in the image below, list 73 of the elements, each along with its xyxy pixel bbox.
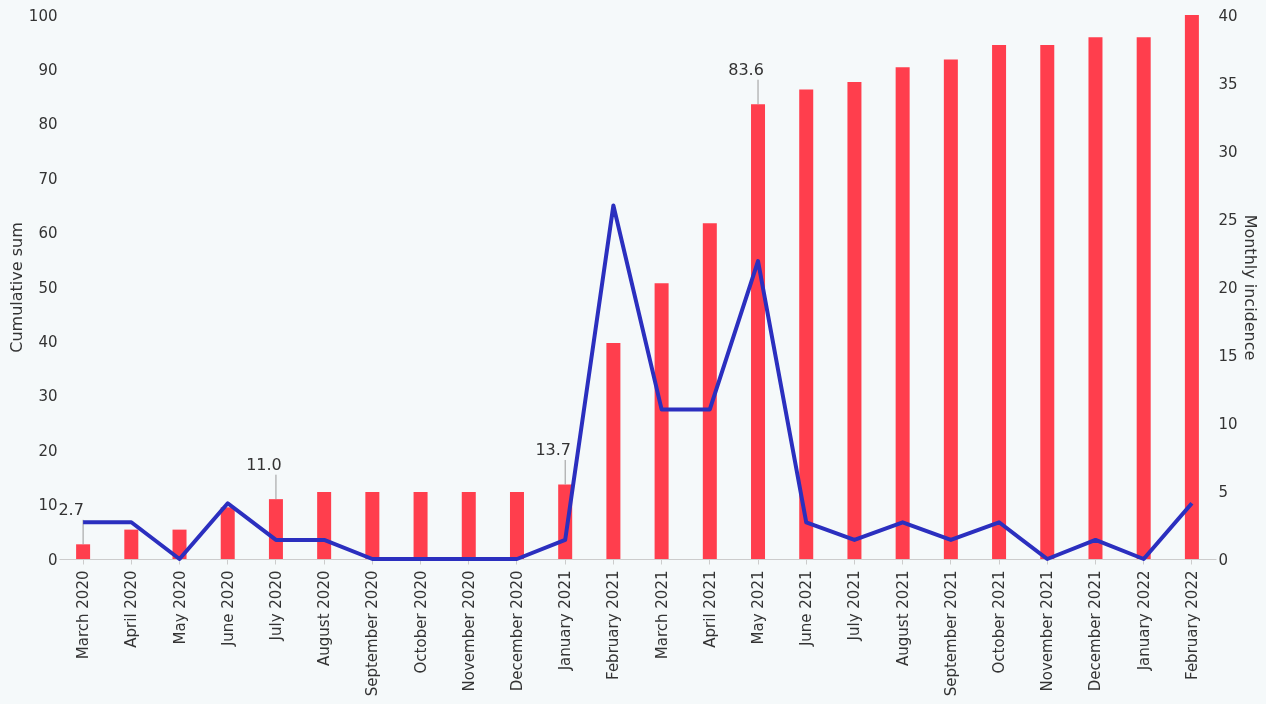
x-tick-label: February 2022 (1182, 570, 1201, 680)
x-tick-label: January 2021 (556, 570, 575, 672)
y-tick-label: 10 (38, 496, 58, 515)
x-tick-label: December 2020 (507, 570, 526, 692)
line-series (81, 203, 1194, 561)
bar (654, 283, 669, 559)
x-tick-label: April 2020 (122, 570, 141, 648)
y-tick-label: 60 (38, 224, 58, 243)
bar (1088, 37, 1103, 559)
bar (847, 81, 862, 559)
y2-tick-label: 20 (1218, 278, 1238, 297)
bar (799, 89, 814, 559)
y2-tick-label: 40 (1218, 6, 1238, 25)
x-tick-label: February 2021 (604, 570, 623, 680)
y2-axis-title: Monthly incidence (1240, 214, 1260, 361)
bar (509, 492, 524, 559)
bar (461, 492, 476, 559)
bar (365, 492, 380, 559)
bar (220, 507, 235, 559)
x-tick-label: August 2020 (315, 570, 334, 666)
bar (413, 492, 428, 559)
bar (1040, 44, 1055, 559)
x-tick-label: August 2021 (893, 570, 912, 666)
y-tick-label: 0 (47, 550, 58, 569)
x-tick-label: March 2020 (74, 570, 93, 660)
y-tick-label: 20 (38, 441, 58, 460)
x-tick-label: July 2020 (266, 570, 285, 642)
y-tick-label: 30 (38, 387, 58, 406)
bar (1184, 15, 1199, 559)
bar (702, 223, 717, 559)
x-tick-label: January 2022 (1134, 570, 1153, 672)
x-tick-label: September 2021 (941, 570, 960, 697)
x-tick-label: July 2021 (845, 570, 864, 642)
bar (895, 67, 910, 559)
y2-tick-label: 15 (1218, 346, 1238, 365)
bar (992, 44, 1007, 559)
bar (268, 499, 283, 559)
x-tick-label: December 2021 (1086, 570, 1105, 692)
data-label: 11.0 (246, 454, 282, 474)
y-tick-label: 50 (38, 278, 58, 297)
y2-tick-label: 35 (1218, 74, 1238, 93)
y2-tick-label: 0 (1218, 550, 1229, 569)
bar (751, 104, 766, 559)
x-tick-label: September 2020 (363, 570, 382, 697)
data-label: 13.7 (535, 439, 571, 459)
bar (317, 492, 332, 559)
y-tick-label: 80 (38, 115, 58, 134)
bar (76, 544, 91, 559)
y-axis-title: Cumulative sum (6, 222, 26, 353)
x-tick-label: November 2021 (1038, 570, 1057, 692)
data-label: 2.7 (58, 499, 84, 519)
x-tick-label: June 2020 (218, 570, 237, 648)
bar (606, 343, 621, 559)
y-tick-label: 40 (38, 332, 58, 351)
x-tick-label: March 2021 (652, 570, 671, 660)
y2-tick-label: 10 (1218, 414, 1238, 433)
y2-tick-label: 25 (1218, 210, 1238, 229)
bar (1136, 37, 1151, 559)
x-tick-label: May 2021 (749, 570, 768, 645)
x-tick-label: April 2021 (700, 570, 719, 648)
y2-tick-label: 5 (1218, 482, 1229, 501)
bar (124, 529, 139, 559)
x-tick-label: May 2020 (170, 570, 189, 645)
x-tick-label: October 2020 (411, 570, 430, 674)
x-tick-label: October 2021 (990, 570, 1009, 674)
data-label: 83.6 (728, 59, 764, 79)
bar (943, 59, 958, 559)
x-tick-label: June 2021 (797, 570, 816, 648)
y2-tick-label: 30 (1218, 142, 1238, 161)
y-tick-label: 100 (28, 6, 58, 25)
y-tick-label: 90 (38, 60, 58, 79)
x-tick-label: November 2020 (459, 570, 478, 692)
y-tick-label: 70 (38, 169, 58, 188)
